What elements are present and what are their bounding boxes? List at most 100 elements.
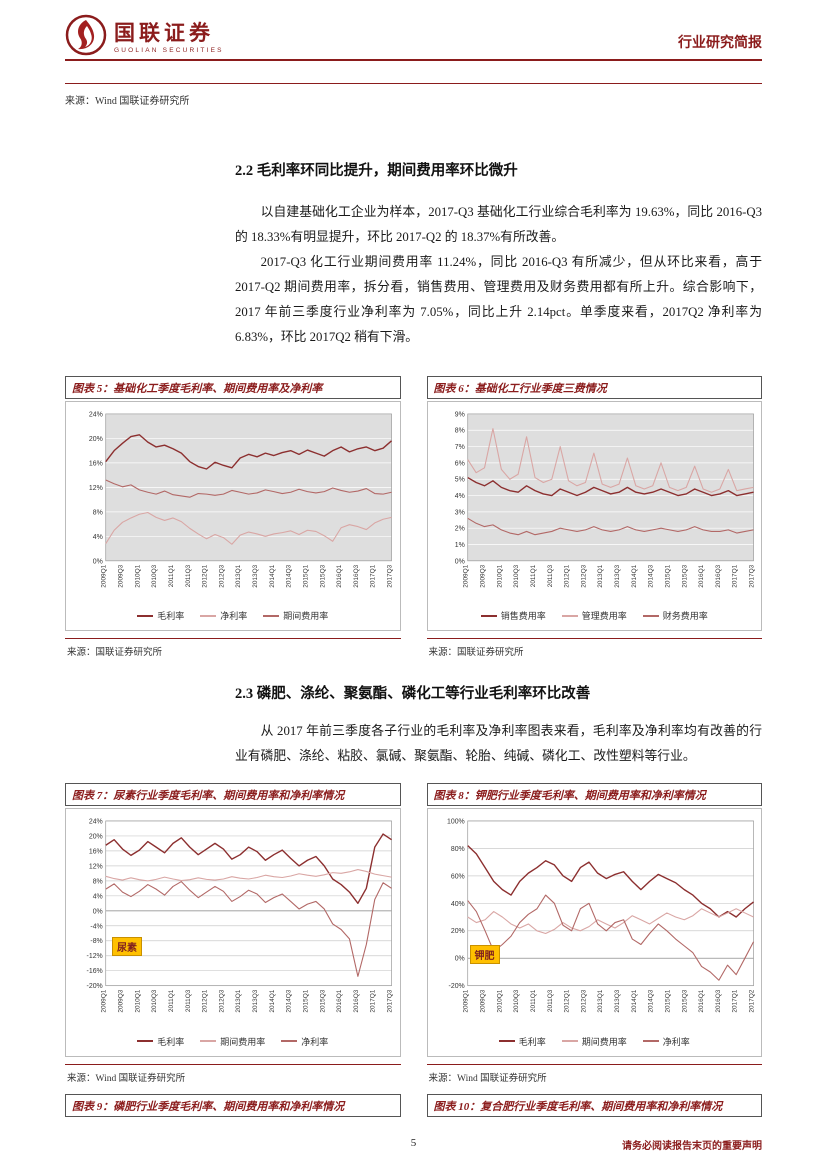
industry-badge: 尿素 xyxy=(112,937,142,957)
legend-swatch xyxy=(137,614,154,617)
svg-text:2017Q1: 2017Q1 xyxy=(370,990,377,1013)
svg-text:2014Q1: 2014Q1 xyxy=(630,990,637,1013)
svg-text:-16%: -16% xyxy=(87,969,103,976)
svg-text:2017Q1: 2017Q1 xyxy=(731,990,738,1013)
svg-text:2011Q3: 2011Q3 xyxy=(546,990,553,1013)
svg-text:2009Q3: 2009Q3 xyxy=(479,564,486,587)
svg-text:2013Q3: 2013Q3 xyxy=(614,564,621,587)
figure-divider xyxy=(426,638,762,640)
svg-text:8%: 8% xyxy=(93,509,103,516)
svg-text:2011Q1: 2011Q1 xyxy=(168,564,175,587)
legend-swatch xyxy=(200,614,217,617)
legend-swatch xyxy=(200,1040,217,1043)
svg-text:2010Q1: 2010Q1 xyxy=(134,990,141,1013)
paragraph: 以自建基础化工企业为样本，2017-Q3 基础化工行业综合毛利率为 19.63%… xyxy=(235,205,762,244)
svg-text:2012Q3: 2012Q3 xyxy=(218,990,225,1013)
svg-text:9%: 9% xyxy=(454,411,464,418)
figure-source: 来源：国联证券研究所 xyxy=(428,648,524,659)
legend-item: 销售费用率 xyxy=(480,609,546,622)
figure-source: 来源：Wind 国联证券研究所 xyxy=(428,1073,547,1084)
figure-chart5: 图表 5：基础化工季度毛利率、期间费用率及净利率 0% 4% 8% 12% 16% 20%… xyxy=(65,376,401,658)
svg-text:-20%: -20% xyxy=(448,984,464,991)
svg-text:4%: 4% xyxy=(93,534,103,541)
svg-text:2013Q3: 2013Q3 xyxy=(252,564,259,587)
legend-swatch xyxy=(498,1040,515,1043)
figure-row-3: 图表 9：磷肥行业季度毛利率、期间费用率和净利率情况 图表 10：复合肥行业季度… xyxy=(65,1093,762,1117)
svg-text:12%: 12% xyxy=(89,485,103,492)
figure-title: 图表 9：磷肥行业季度毛利率、期间费用率和净利率情况 xyxy=(65,1093,401,1117)
svg-text:4%: 4% xyxy=(93,894,103,901)
figure-title: 图表 5：基础化工季度毛利率、期间费用率及净利率 xyxy=(65,376,401,399)
brand-name-en: GUOLIAN SECURITIES xyxy=(114,46,224,54)
svg-text:1%: 1% xyxy=(454,542,464,549)
chart-area: 0% 1% 2% 3% 4% 5% 6% 7% 8% 9% 2009Q1 2009Q3 2010Q1 20… xyxy=(426,401,762,632)
chart-area: -20% 0% 20% 40% 60% 80% 100% 2009Q1 2009Q3 2010Q1… xyxy=(426,808,762,1057)
figure-title: 图表 6：基础化工行业季度三费情况 xyxy=(426,376,762,399)
svg-text:2016Q1: 2016Q1 xyxy=(336,990,343,1013)
svg-text:2014Q3: 2014Q3 xyxy=(647,564,654,587)
svg-text:16%: 16% xyxy=(89,849,103,856)
svg-text:2016Q3: 2016Q3 xyxy=(353,990,360,1013)
brand-logo-icon xyxy=(65,14,107,56)
svg-text:3%: 3% xyxy=(454,509,464,516)
svg-text:2014Q3: 2014Q3 xyxy=(647,990,654,1013)
svg-text:2011Q1: 2011Q1 xyxy=(168,990,175,1013)
svg-text:2017Q3: 2017Q3 xyxy=(387,990,394,1013)
svg-text:2011Q3: 2011Q3 xyxy=(546,564,553,587)
figure-divider xyxy=(65,638,401,640)
svg-text:2017Q3: 2017Q3 xyxy=(748,564,755,587)
legend-swatch xyxy=(480,614,497,617)
figure-title: 图表 7：尿素行业季度毛利率、期间费用率和净利率情况 xyxy=(65,783,401,807)
svg-text:-4%: -4% xyxy=(90,924,102,931)
svg-text:2010Q3: 2010Q3 xyxy=(151,564,158,587)
legend-item: 财务费用率 xyxy=(642,609,708,622)
svg-text:5%: 5% xyxy=(454,477,464,484)
section-2-3-title: 2.3 磷肥、涤纶、聚氨酯、磷化工等行业毛利率环比改善 xyxy=(235,686,591,703)
svg-text:2016Q1: 2016Q1 xyxy=(698,990,705,1013)
svg-text:2016Q1: 2016Q1 xyxy=(336,564,343,587)
svg-text:2016Q3: 2016Q3 xyxy=(353,564,360,587)
page-header: 国联证券 GUOLIAN SECURITIES 行业研究简报 xyxy=(65,0,762,56)
legend-swatch xyxy=(137,1040,154,1043)
svg-text:24%: 24% xyxy=(89,819,103,826)
figure-title: 图表 8：钾肥行业季度毛利率、期间费用率和净利率情况 xyxy=(426,783,762,807)
section-2-2: 2.2 毛利率环同比提升，期间费用率环比微升 以自建基础化工企业为样本，2017… xyxy=(235,159,762,350)
svg-text:2012Q1: 2012Q1 xyxy=(202,564,209,587)
svg-text:4%: 4% xyxy=(454,493,464,500)
svg-text:2010Q3: 2010Q3 xyxy=(151,990,158,1013)
svg-text:12%: 12% xyxy=(89,864,103,871)
svg-text:-12%: -12% xyxy=(87,954,103,961)
svg-text:2015Q1: 2015Q1 xyxy=(302,990,309,1013)
svg-text:2014Q3: 2014Q3 xyxy=(286,990,293,1013)
figure-chart9: 图表 9：磷肥行业季度毛利率、期间费用率和净利率情况 xyxy=(65,1093,401,1117)
page-footer: 5 请务必阅读报告末页的重要声明 xyxy=(65,1137,762,1153)
chart-legend: 毛利率 期间费用率 净利率 xyxy=(430,1032,760,1054)
svg-text:2016Q3: 2016Q3 xyxy=(714,564,721,587)
chart-legend: 毛利率 期间费用率 净利率 xyxy=(68,1032,398,1054)
svg-text:2013Q3: 2013Q3 xyxy=(614,990,621,1013)
legend-item: 毛利率 xyxy=(137,1035,184,1048)
figure-row-1: 图表 5：基础化工季度毛利率、期间费用率及净利率 0% 4% 8% 12% 16% 20%… xyxy=(65,376,762,658)
legend-item: 毛利率 xyxy=(498,1035,546,1048)
svg-text:2010Q1: 2010Q1 xyxy=(496,564,503,587)
figure-title: 图表 10：复合肥行业季度毛利率、期间费用率和净利率情况 xyxy=(426,1093,762,1117)
svg-text:2014Q3: 2014Q3 xyxy=(286,564,293,587)
svg-text:2015Q3: 2015Q3 xyxy=(681,564,688,587)
svg-text:60%: 60% xyxy=(450,874,464,881)
legend-swatch xyxy=(642,614,659,617)
svg-text:2013Q1: 2013Q1 xyxy=(235,564,242,587)
svg-text:2014Q1: 2014Q1 xyxy=(630,564,637,587)
figure-row-2: 图表 7：尿素行业季度毛利率、期间费用率和净利率情况 -20% -16% -12% -… xyxy=(65,783,762,1084)
chart-legend: 毛利率 净利率 期间费用率 xyxy=(68,606,398,628)
svg-text:2012Q1: 2012Q1 xyxy=(202,990,209,1013)
svg-text:0%: 0% xyxy=(93,558,103,565)
svg-text:2015Q3: 2015Q3 xyxy=(319,990,326,1013)
legend-item: 期间费用率 xyxy=(200,1035,265,1048)
svg-text:2009Q1: 2009Q1 xyxy=(101,564,108,587)
svg-text:24%: 24% xyxy=(89,411,103,418)
header-rule xyxy=(65,59,762,61)
line-chart: 0% 1% 2% 3% 4% 5% 6% 7% 8% 9% 2009Q1 2009Q3 2010Q1 20… xyxy=(454,411,755,587)
svg-text:2011Q3: 2011Q3 xyxy=(185,990,192,1013)
svg-text:2010Q3: 2010Q3 xyxy=(513,564,520,587)
